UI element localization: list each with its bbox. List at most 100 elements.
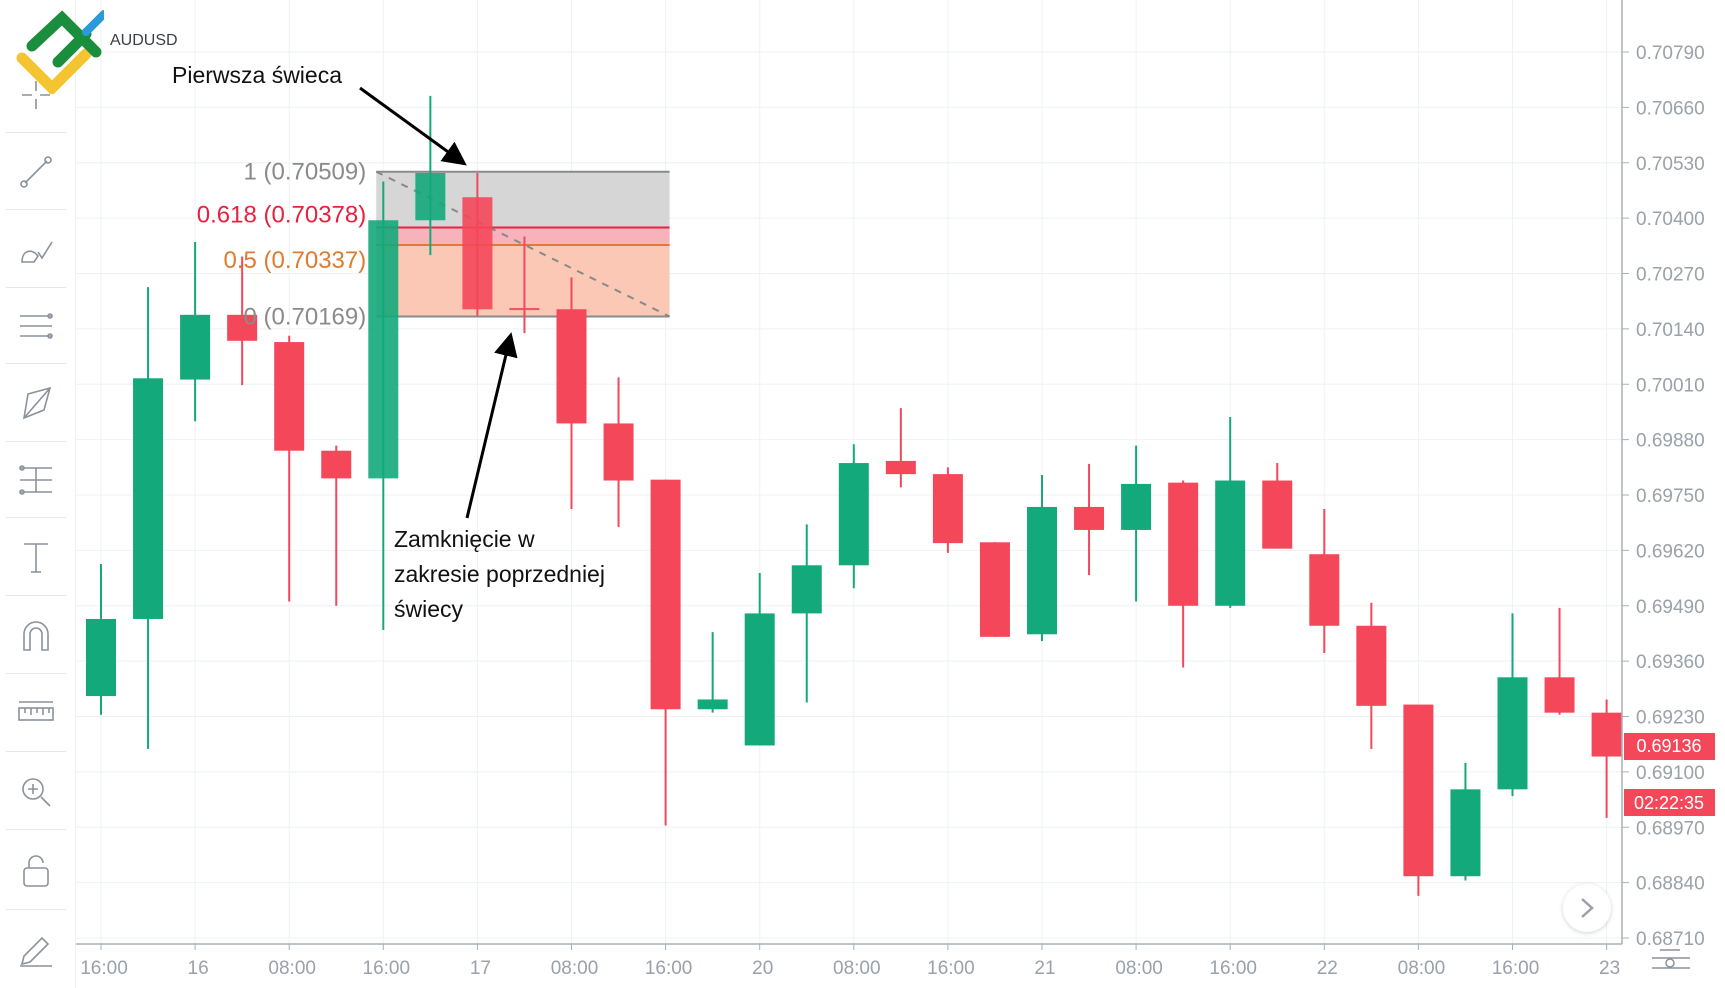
candle-body [1309,554,1340,626]
toolbar-divider [6,209,66,210]
time-tick-label: 08:00 [1115,958,1163,979]
toolbar-divider [6,441,66,442]
candle-body [1262,480,1293,549]
time-axis[interactable]: 16:00 16 08:00 16:00 17 08:00 16:00 20 08:00 16:0… [75,943,1622,979]
candle-bullish [368,181,399,631]
candle-body [462,197,493,310]
candle-bullish [1450,762,1481,881]
candle-bearish [979,542,1010,637]
tool-edit[interactable] [10,924,62,976]
arrow-close-in-range [465,332,518,519]
price-tick-label: 0.70400 [1636,209,1705,230]
symbol-name[interactable]: AUDUSD [110,32,178,49]
text-icon [24,543,48,573]
candle-body [415,172,446,221]
brush-icon [21,241,53,263]
tool-brush[interactable] [10,224,62,276]
scroll-to-realtime-button[interactable] [1563,884,1611,932]
time-tick-label: 17 [470,958,491,979]
candle-body [1168,482,1199,606]
current-price-label: 0.69136 02:22:35 [1624,733,1715,816]
candle-bullish [180,241,211,422]
toolbar-divider [6,595,66,596]
tool-polygon[interactable] [10,378,62,430]
candle-body [274,342,305,451]
fib-zone-0618-05 [376,227,670,245]
toolbar-divider [6,132,66,133]
candle-bullish [744,572,775,746]
time-tick-label: 20 [752,958,773,979]
tool-crosshair[interactable] [10,69,62,121]
candle-bearish [885,408,916,488]
fib-trend-line [375,170,671,318]
candle-bullish [133,287,164,749]
candle-body [1450,789,1481,877]
candle-bullish [86,564,116,715]
time-tick-label: 16 [188,958,209,979]
annotation-first-candle: Pierwsza świeca [172,62,342,88]
grid [75,0,1622,944]
candle-body [86,618,116,697]
candle-body [838,463,869,566]
candle-bearish [603,377,634,527]
price-tick-label: 0.70660 [1636,98,1705,119]
candle-body [1356,625,1387,706]
candle-body [603,423,634,481]
tool-magnet[interactable] [10,610,62,662]
candle-bearish [1544,607,1575,715]
time-tick-label: 16:00 [1492,958,1540,979]
parallel-channel-icon [20,313,53,339]
time-tick-label: 21 [1034,958,1055,979]
tool-trend-line[interactable] [10,146,62,198]
candle-body [1544,677,1575,713]
current-price-value: 0.69136 [1636,736,1701,756]
candle-bearish [509,236,540,334]
price-tick-label: 0.69490 [1636,597,1705,618]
time-tick-label: 16:00 [927,958,975,979]
fib-level-label: 0.618 (0.70378) [197,201,366,228]
time-tick-label: 08:00 [1398,958,1446,979]
candle-body [885,460,916,475]
price-tick-label: 0.69360 [1636,652,1705,673]
price-tick-label: 0.69880 [1636,431,1705,452]
tool-text[interactable] [10,532,62,584]
candle-body [1497,677,1528,790]
time-tick-label: 22 [1317,958,1338,979]
tool-parallel-channel[interactable] [10,300,62,352]
annotation-line: świecy [394,596,464,622]
candle-bearish [1262,463,1293,549]
candle-bullish [1121,445,1152,602]
toolbar-divider [6,751,66,752]
candle-body [509,308,540,311]
ruler-icon [18,701,54,721]
annotation-close-in-range: Zamknięcie w zakresie poprzedniej świecy [394,522,605,627]
candle-bullish [1497,613,1528,797]
tool-ruler[interactable] [10,688,62,740]
tool-lock[interactable] [10,846,62,898]
price-axis[interactable]: 0.70790 0.70660 0.70530 0.70400 0.70270 0.701… [1621,0,1705,950]
trend-line-icon [20,156,52,188]
candle-bearish [1356,602,1387,749]
candle-body [932,474,963,544]
polygon-icon [22,386,52,420]
tool-zoom-in[interactable] [10,766,62,818]
price-tick-label: 0.69230 [1636,708,1705,729]
fib-zone-05-0 [376,244,670,317]
chevron-right-icon [1581,898,1594,918]
price-tick-label: 0.69100 [1636,763,1705,784]
candle-bearish [321,445,352,606]
price-tick-label: 0.68710 [1636,929,1705,950]
arrow-first-candle [359,86,467,166]
crosshair-icon [22,81,50,109]
tool-fib-retracement[interactable] [10,454,62,506]
candle-body [979,542,1010,637]
candle-bearish [1074,463,1105,576]
time-tick-label: 08:00 [833,958,881,979]
candle-body [556,309,587,424]
zoom-in-icon [22,778,51,807]
candle-body [1121,483,1152,530]
axis-settings-icon[interactable] [1652,949,1690,969]
time-tick-label: 16:00 [80,958,128,979]
candle-body [321,450,352,479]
